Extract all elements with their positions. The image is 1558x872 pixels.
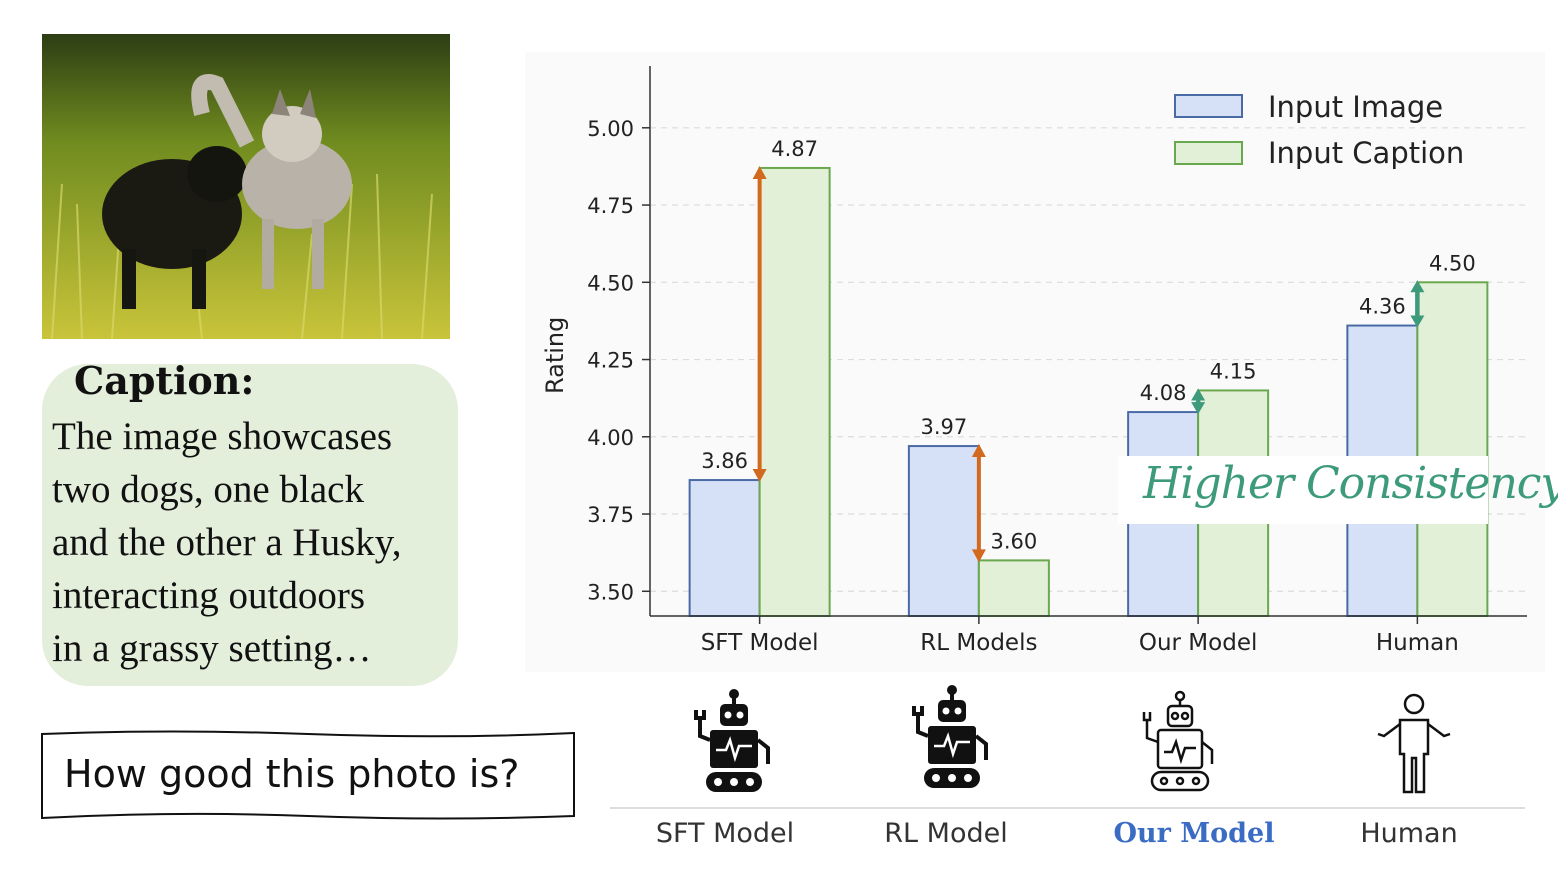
bar-input-caption — [977, 559, 1050, 617]
bottom-label-human: Human — [1360, 818, 1458, 849]
y-tick-label: 4.50 — [587, 271, 634, 295]
bottom-label-sft: SFT Model — [655, 818, 795, 849]
data-labels: 3.86 4.87 3.97 3.60 4.08 4.15 4.36 4.50 — [701, 137, 1476, 553]
gap-arrow — [971, 444, 986, 563]
caption-line: in a grassy setting… — [52, 627, 372, 670]
annotation-bg — [1118, 456, 1488, 524]
x-tick-label: Human — [1376, 630, 1459, 656]
caption-line: two dogs, one black — [52, 468, 364, 511]
bar-input-caption — [758, 166, 831, 618]
y-axis-label: Rating — [541, 317, 569, 394]
y-tick-label: 4.00 — [587, 426, 634, 450]
legend: Input Image Input Caption — [1174, 90, 1464, 170]
bar-input-image — [907, 445, 980, 617]
legend-label-caption: Input Caption — [1268, 136, 1464, 170]
gap-arrow — [1191, 388, 1206, 415]
x-tick-label: RL Models — [920, 630, 1037, 656]
x-tick-label: Our Model — [1139, 630, 1258, 656]
y-tick-label: 4.75 — [587, 194, 634, 218]
caption-text: The image showcases two dogs, one black … — [52, 410, 462, 675]
gap-arrows — [752, 165, 1425, 563]
question-box — [41, 730, 575, 820]
bottom-label-our-model: Our Model — [1113, 818, 1275, 849]
caption-line: The image showcases — [52, 415, 393, 458]
data-label: 4.50 — [1429, 251, 1476, 275]
caption-title: Caption: — [74, 358, 255, 403]
data-label: 3.97 — [920, 415, 967, 439]
caption-line: and the other a Husky, — [52, 521, 402, 564]
robot-icon — [912, 685, 988, 788]
data-label: 3.86 — [701, 449, 748, 473]
robot-icon — [694, 689, 770, 792]
dogs-photo — [42, 34, 450, 339]
data-label: 4.08 — [1140, 381, 1187, 405]
higher-consistency-annotation: Higher Consistency — [1143, 458, 1558, 509]
gap-arrow — [1410, 280, 1425, 328]
axes: 3.50 3.75 4.00 4.25 4.50 4.75 5.00 SFT Model RL … — [587, 66, 1527, 656]
bottom-label-rl: RL Model — [884, 818, 1008, 849]
data-label: 4.36 — [1359, 295, 1406, 319]
rating-bar-chart: 3.86 4.87 3.97 3.60 4.08 4.15 4.36 4.50 3.50 3.7… — [525, 52, 1545, 672]
human-icon — [1377, 693, 1451, 794]
legend-label-image: Input Image — [1268, 90, 1443, 124]
data-label: 4.87 — [771, 137, 818, 161]
y-tick-label: 4.25 — [587, 349, 634, 373]
data-label: 4.15 — [1210, 359, 1257, 383]
gap-arrow — [752, 165, 767, 483]
y-tick-label: 3.50 — [587, 580, 634, 604]
caption-line: interacting outdoors — [52, 574, 366, 617]
robot-outline-icon — [1142, 690, 1214, 792]
x-tick-label: SFT Model — [701, 630, 819, 656]
legend-swatch-caption — [1174, 141, 1243, 165]
legend-swatch-image — [1174, 94, 1243, 118]
y-tick-label: 5.00 — [587, 117, 634, 141]
model-icons-row — [610, 685, 1525, 809]
question-text: How good this photo is? — [64, 752, 520, 796]
caption-box — [42, 364, 458, 686]
y-tick-label: 3.75 — [587, 503, 634, 527]
bar-input-image — [688, 479, 761, 618]
data-label: 3.60 — [990, 529, 1037, 553]
bar-input-caption — [1416, 281, 1489, 617]
